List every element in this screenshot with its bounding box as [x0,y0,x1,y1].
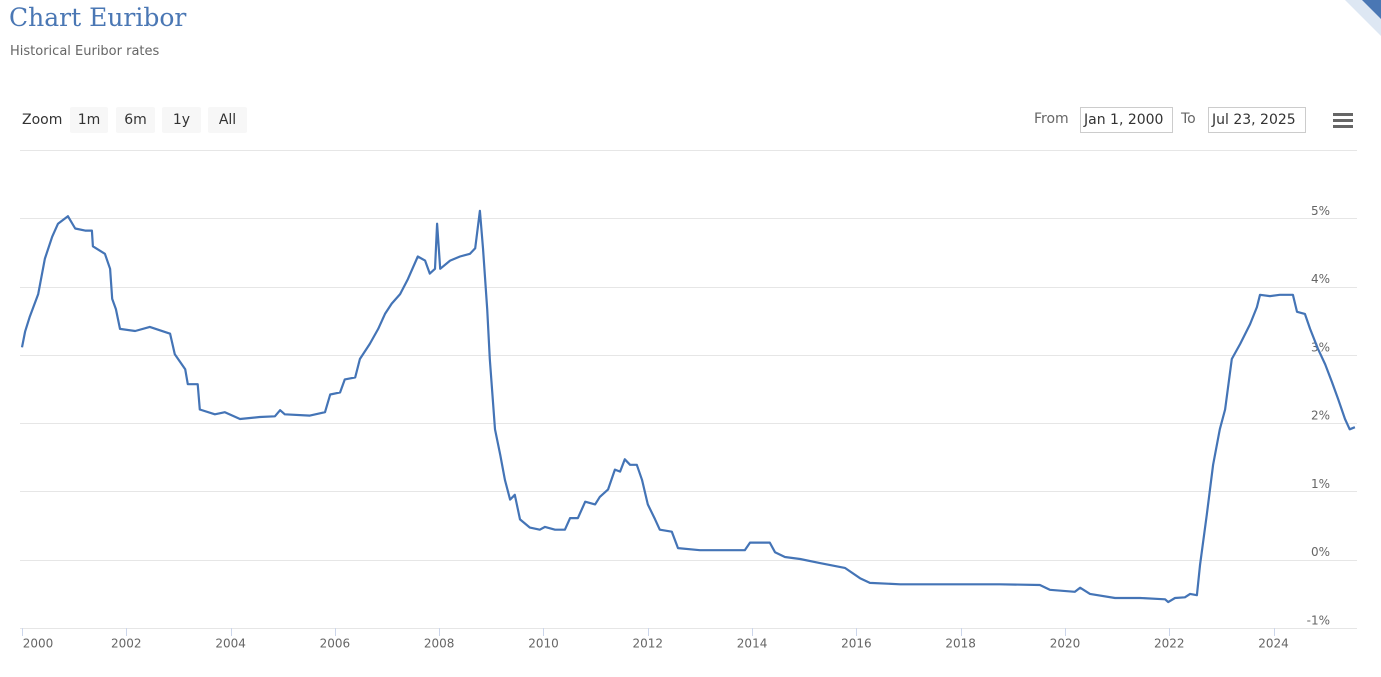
x-tick-label: 2012 [633,637,664,651]
x-tick-label: 2018 [945,637,976,651]
from-input[interactable]: Jan 1, 2000 [1080,107,1173,133]
y-tick-label: 2% [1311,409,1330,423]
x-tick-label: 2004 [215,637,246,651]
x-tick-label: 2000 [23,637,54,651]
x-tick-label: 2016 [841,637,872,651]
x-tick-label: 2024 [1258,637,1289,651]
to-label: To [1181,111,1196,127]
y-tick-label: 4% [1311,272,1330,286]
menu-bar [1333,113,1353,116]
x-tick-label: 2014 [737,637,768,651]
x-tick-label: 2008 [424,637,455,651]
rate-line [20,209,1356,604]
y-tick-label: 1% [1311,477,1330,491]
x-tick-label: 2022 [1154,637,1185,651]
x-tick-label: 2002 [111,637,142,651]
menu-bar [1333,119,1353,122]
zoom-button[interactable]: 1m [70,107,108,133]
to-input[interactable]: Jul 23, 2025 [1208,107,1306,133]
from-label: From [1034,111,1069,127]
corner-badge-shadow [1345,0,1381,36]
zoom-button[interactable]: 6m [116,107,155,133]
y-tick-label: 0% [1311,545,1330,559]
y-tick-label: 5% [1311,204,1330,218]
x-tick-label: 2006 [320,637,351,651]
zoom-button[interactable]: 1y [162,107,201,133]
menu-bar [1333,125,1353,128]
chart-title: Chart Euribor [9,3,187,32]
zoom-button[interactable]: All [208,107,247,133]
menu-button[interactable] [1333,113,1353,128]
zoom-label: Zoom [22,112,63,128]
y-tick-label: -1% [1307,614,1330,628]
x-tick-label: 2010 [528,637,559,651]
x-tick-label: 2020 [1050,637,1081,651]
chart-subtitle: Historical Euribor rates [10,44,160,59]
